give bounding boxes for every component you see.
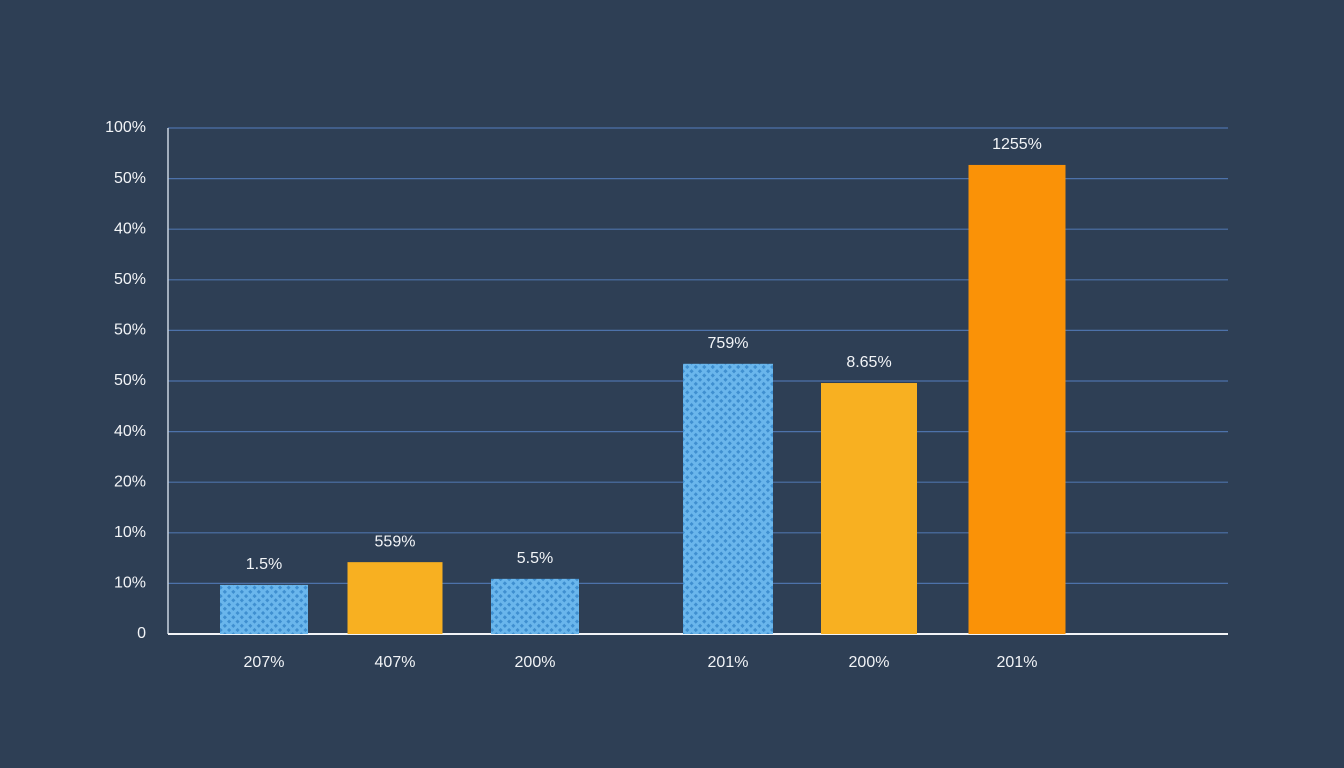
y-tick-label: 40% [114, 220, 146, 237]
bar-annotation: 1.5% [246, 556, 282, 573]
bar [968, 164, 1066, 635]
y-tick-label: 10% [114, 575, 146, 592]
y-tick-label: 50% [114, 170, 146, 187]
x-tick-label: 201% [997, 654, 1038, 671]
x-tick-label: 207% [244, 654, 285, 671]
bar [220, 584, 308, 634]
x-tick-label: 407% [375, 654, 416, 671]
bar [821, 383, 917, 634]
x-tick-label: 201% [708, 654, 749, 671]
y-tick-label: 50% [114, 322, 146, 339]
bar-annotation: 559% [375, 533, 416, 550]
bar-annotation: 5.5% [517, 550, 553, 567]
bar [683, 363, 773, 634]
bar-annotation: 1255% [992, 136, 1042, 153]
bar-annotation: 759% [708, 335, 749, 352]
y-tick-label: 50% [114, 372, 146, 389]
bar [347, 562, 443, 634]
y-tick-label: 10% [114, 524, 146, 541]
bar-annotation: 8.65% [846, 354, 891, 371]
y-tick-label: 100% [105, 119, 146, 136]
y-tick-label: 20% [114, 473, 146, 490]
y-tick-label: 40% [114, 423, 146, 440]
x-tick-label: 200% [515, 654, 556, 671]
y-tick-label: 0 [137, 625, 146, 642]
x-tick-label: 200% [849, 654, 890, 671]
bar [491, 578, 579, 634]
y-tick-label: 50% [114, 271, 146, 288]
